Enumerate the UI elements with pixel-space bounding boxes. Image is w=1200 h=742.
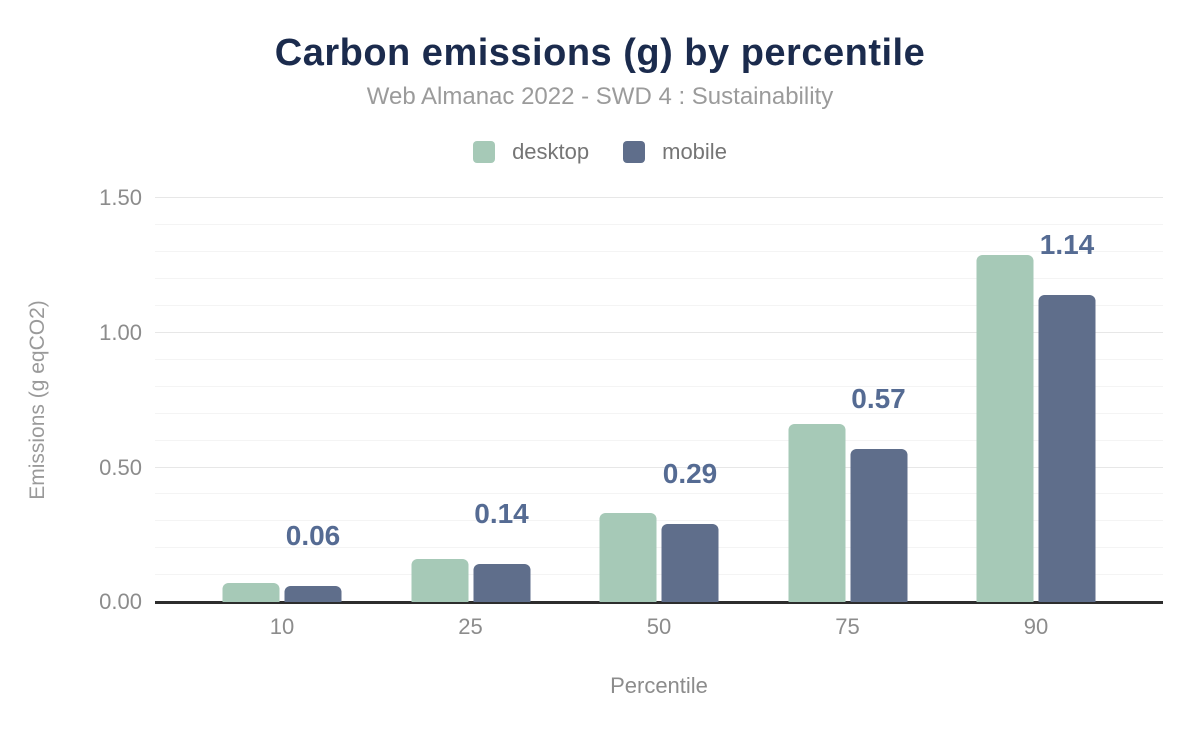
gridline	[155, 439, 1163, 441]
desktop-swatch-icon	[473, 141, 496, 164]
legend-item-desktop: desktop	[473, 139, 589, 165]
chart-title: Carbon emissions (g) by percentile	[274, 32, 926, 74]
bar-group-p75: 0.57	[788, 384, 907, 603]
gridline	[155, 304, 1163, 306]
chart-area: Emissions (g eqCO2) 0.06 0.14 0.29 0.57 1.14…	[0, 177, 1200, 737]
x-tick-label: 90	[1023, 614, 1049, 640]
legend-label-mobile: mobile	[662, 139, 727, 165]
x-tick-label: 10	[269, 614, 295, 640]
y-tick-label: 1.00	[99, 319, 142, 345]
gridline	[155, 493, 1163, 495]
bar-group-p90: 1.14	[976, 231, 1096, 603]
gridline	[155, 547, 1163, 549]
mobile-bar: 0.29	[661, 460, 719, 603]
bar-value-label: 1.14	[1039, 229, 1095, 261]
y-tick-label: 0.50	[99, 454, 142, 480]
bar-value-label: 0.29	[662, 458, 718, 490]
gridline	[155, 331, 1163, 333]
bar-group-p25: 0.14	[411, 500, 530, 603]
gridline	[155, 278, 1163, 279]
desktop-bar	[788, 424, 845, 603]
x-tick-label: 25	[458, 614, 483, 640]
bar-value-label: 0.06	[285, 520, 341, 552]
y-tick-label: 1.50	[99, 185, 142, 211]
x-axis-title: Percentile	[610, 673, 708, 699]
desktop-bar	[976, 254, 1034, 603]
legend-label-desktop: desktop	[512, 139, 590, 165]
mobile-bar: 0.14	[473, 500, 530, 603]
x-axis-line	[155, 601, 1163, 605]
mobile-swatch-icon	[623, 141, 646, 164]
gridline	[155, 466, 1163, 468]
desktop-bar	[411, 559, 468, 603]
x-tick-label: 50	[646, 614, 672, 640]
bar-value-label: 0.57	[851, 382, 906, 414]
chart-subtitle: Web Almanac 2022 - SWD 4 : Sustainabilit…	[366, 82, 834, 110]
gridline	[155, 520, 1163, 522]
gridline	[155, 251, 1163, 253]
gridline	[155, 224, 1163, 226]
gridline	[155, 385, 1163, 387]
x-tick-label: 75	[835, 614, 860, 640]
plot-area: 0.06 0.14 0.29 0.57 1.14	[155, 197, 1163, 605]
y-axis-title: Emissions (g eqCO2)	[26, 300, 49, 500]
desktop-bar	[222, 583, 280, 603]
bar-group-p10: 0.06	[222, 522, 342, 603]
bar-group-p50: 0.29	[599, 460, 719, 603]
legend: desktop mobile	[0, 139, 1200, 165]
gridline	[155, 197, 1163, 199]
bar-value-label: 0.14	[474, 498, 529, 530]
gridline	[155, 574, 1163, 576]
gridline	[155, 412, 1163, 414]
y-tick-label: 0.00	[99, 589, 142, 615]
desktop-bar	[599, 513, 657, 603]
mobile-bar: 0.06	[284, 522, 342, 603]
mobile-bar: 1.14	[1038, 231, 1096, 603]
mobile-bar: 0.57	[850, 384, 907, 603]
gridline	[155, 358, 1163, 360]
legend-item-mobile: mobile	[623, 139, 727, 165]
